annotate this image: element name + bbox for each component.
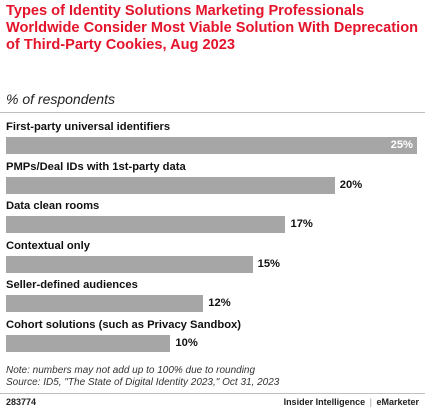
bar-5 (6, 295, 204, 312)
bar-label-5: Seller-defined audiences (6, 279, 138, 291)
bar-3 (6, 216, 286, 233)
bar-label-2: PMPs/Deal IDs with 1st-party data (6, 160, 186, 173)
bar-label-1: First-party universal identifiers (6, 121, 171, 133)
bottom-divider (0, 393, 425, 394)
bar-6 (6, 334, 171, 352)
brand-separator: | (369, 397, 372, 407)
bar-value-4: 15% (257, 257, 280, 270)
bar-label-6: Cohort solutions (such as Privacy Sandbo… (6, 318, 241, 331)
note-text: Note: numbers may not add up to 100% due… (6, 365, 256, 376)
bar-label-3: Data clean rooms (6, 200, 100, 212)
chart-notes: Note: numbers may not add up to 100% due… (6, 365, 279, 388)
brand-left: Insider Intelligence (283, 397, 366, 407)
chart-subtitle: % of respondents (6, 91, 115, 107)
brand-logo: Insider Intelligence | eMarketer (284, 397, 419, 407)
bar-value-6: 10% (175, 336, 198, 349)
brand-right: eMarketer (376, 397, 419, 407)
source-text: Source: ID5, "The State of Digital Ident… (6, 376, 280, 388)
bar-value-1: 25% (390, 139, 413, 151)
bar-value-5: 12% (208, 297, 231, 309)
bar-area: First-party universal identifiers 25% PMPs… (0, 116, 425, 356)
bar-value-2: 20% (339, 178, 363, 191)
bar-label-4: Contextual only (6, 239, 90, 252)
chart-id: 283774 (6, 397, 37, 407)
top-divider (0, 112, 425, 113)
chart-title: Types of Identity Solutions Marketing Pr… (6, 3, 419, 53)
bar-4 (6, 255, 253, 273)
bar-2 (6, 176, 335, 194)
bar-value-3: 17% (290, 218, 313, 230)
bar-1 (6, 137, 417, 154)
